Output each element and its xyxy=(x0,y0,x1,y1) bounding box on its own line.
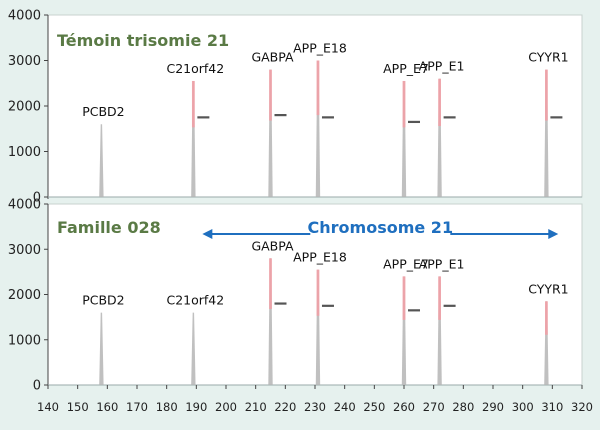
peak-label: CYYR1 xyxy=(528,50,568,65)
x-tick-label: 290 xyxy=(482,400,504,414)
peak-pcbd2 xyxy=(99,312,104,385)
peak-highlight xyxy=(402,80,406,128)
peak-gabpa xyxy=(268,258,273,385)
x-tick-label: 180 xyxy=(156,400,178,414)
peak-app-e7 xyxy=(401,276,407,385)
peak-highlight xyxy=(316,269,320,316)
x-tick-label: 300 xyxy=(512,400,534,414)
arrow-right-head xyxy=(548,229,559,239)
peak-cyyr1 xyxy=(544,301,549,385)
annotation-label: Chromosome 21 xyxy=(308,218,454,237)
peak-label: GABPA xyxy=(251,238,294,253)
chart-panel: 0 1000 2000 3000 4000 140 150 160 170 180 190 200 21… xyxy=(8,198,593,415)
peak-app-e18 xyxy=(315,60,321,197)
x-tick-label: 200 xyxy=(215,400,237,414)
peak-label: APP_E7 xyxy=(383,61,429,76)
peak-cyyr1 xyxy=(544,69,549,197)
peak-highlight xyxy=(269,258,272,309)
x-tick-label: 240 xyxy=(334,400,356,414)
y-tick-label: 3000 xyxy=(8,54,41,69)
arrow-left-head xyxy=(202,229,213,239)
peak-app-e1 xyxy=(437,78,442,197)
x-tick-label: 210 xyxy=(245,400,267,414)
x-tick-label: 310 xyxy=(541,400,563,414)
panel-title: Famille 028 xyxy=(57,218,161,237)
x-tick-label: 230 xyxy=(304,400,326,414)
peak-app-e7 xyxy=(401,80,407,197)
panel-title: Témoin trisomie 21 xyxy=(57,31,229,50)
peak-gabpa xyxy=(268,69,273,197)
peak-highlight xyxy=(269,69,272,121)
x-tick-label: 140 xyxy=(37,400,59,414)
peak-highlight xyxy=(545,301,548,335)
peak-label: CYYR1 xyxy=(528,281,568,296)
peak-highlight xyxy=(191,80,195,128)
x-tick-label: 250 xyxy=(363,400,385,414)
peak-label: GABPA xyxy=(251,50,294,65)
x-tick-label: 320 xyxy=(571,400,593,414)
x-tick-label: 260 xyxy=(393,400,415,414)
peak-highlight xyxy=(438,276,441,320)
peak-label: PCBD2 xyxy=(82,104,124,119)
y-tick-label: 1000 xyxy=(8,333,41,348)
peak-c21orf42 xyxy=(191,312,196,385)
peak-label: C21orf42 xyxy=(166,293,224,308)
peak-label: APP_E1 xyxy=(419,59,465,74)
peak-label: C21orf42 xyxy=(166,61,224,76)
y-tick-label: 4000 xyxy=(8,9,41,24)
x-tick-label: 160 xyxy=(96,400,118,414)
peak-label: APP_E18 xyxy=(293,41,347,56)
x-tick-label: 270 xyxy=(423,400,445,414)
plot-area xyxy=(47,14,583,198)
y-tick-label: 2000 xyxy=(8,100,41,115)
x-tick-label: 150 xyxy=(67,400,89,414)
peak-app-e18 xyxy=(315,269,321,385)
y-tick-label: 2000 xyxy=(8,288,41,303)
peak-pcbd2 xyxy=(99,124,104,197)
y-tick-label: 4000 xyxy=(8,198,41,213)
y-tick-label: 3000 xyxy=(8,243,41,258)
y-tick-label: 0 xyxy=(33,379,41,394)
peak-label: PCBD2 xyxy=(82,293,124,308)
peak-app-e1 xyxy=(437,276,442,385)
peak-highlight xyxy=(438,78,441,127)
x-tick-label: 170 xyxy=(126,400,148,414)
peak-highlight xyxy=(316,60,320,116)
y-tick-label: 0 xyxy=(33,191,41,206)
x-tick-label: 190 xyxy=(185,400,207,414)
peak-label: APP_E1 xyxy=(419,256,465,271)
annotation-label-bg xyxy=(310,216,451,238)
peak-label: APP_E18 xyxy=(293,250,347,265)
peak-highlight xyxy=(545,69,548,121)
peak-c21orf42 xyxy=(191,80,196,197)
x-tick-label: 220 xyxy=(274,400,296,414)
peak-label: APP_E7 xyxy=(383,256,429,271)
y-tick-label: 1000 xyxy=(8,145,41,160)
chart-panel: 01000200030004000PCBD2C21orf42GABPAAPP_E… xyxy=(8,9,583,206)
peak-highlight xyxy=(402,276,406,320)
x-tick-label: 280 xyxy=(452,400,474,414)
